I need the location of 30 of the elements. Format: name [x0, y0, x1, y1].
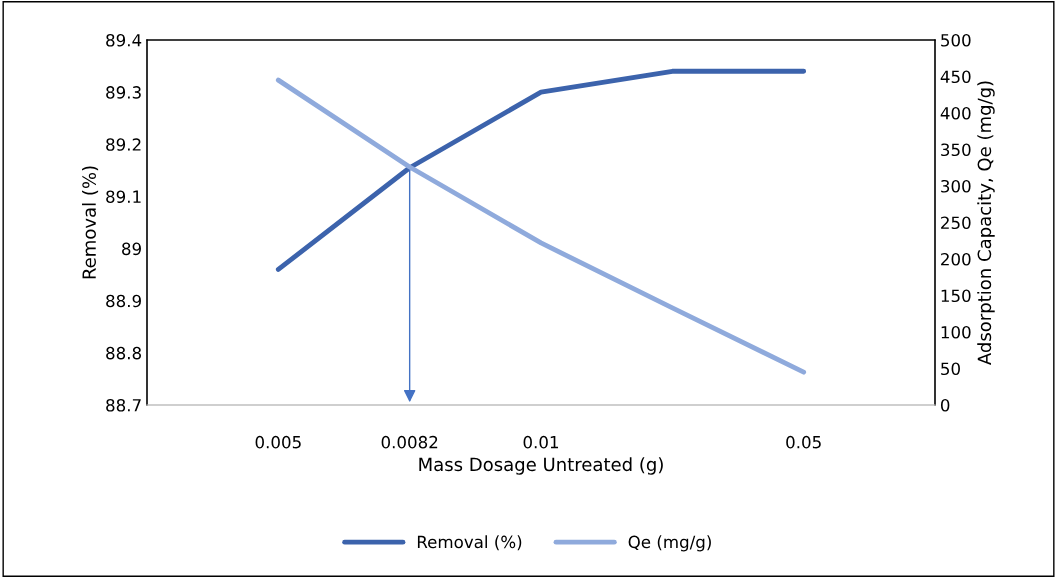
line-series — [275, 68, 807, 272]
y2-tick-label: 250 — [941, 216, 971, 230]
x-tick-label: 0.01 — [523, 435, 559, 449]
x-axis-title: Mass Dosage Untreated (g) — [419, 457, 663, 475]
y2-tick-label: 450 — [940, 70, 971, 84]
line-series — [275, 77, 807, 375]
y-tick-label: 88.9 — [106, 294, 141, 308]
y2-axis-title: Adsorption Capacity, Qe (mg/g) — [977, 81, 995, 365]
y2-tick-label: 200 — [941, 252, 971, 266]
y-tick-label: 88.8 — [106, 346, 141, 360]
y-tick-label: 89.3 — [106, 86, 141, 99]
y2-tick-label: 300 — [941, 179, 971, 193]
y2-tick-label: 0 — [940, 398, 950, 412]
y-tick-label: 89.2 — [106, 138, 141, 151]
x-tick-label: 0.05 — [786, 435, 821, 449]
y2-tick-label: 400 — [940, 106, 971, 120]
y-axis-title: Removal (%) — [82, 166, 99, 279]
y-tick-label: 88.7 — [106, 398, 141, 412]
legend-label: Qe (mg/g) — [628, 535, 711, 552]
y2-tick-label: 150 — [941, 289, 971, 303]
y2-tick-label: 100 — [941, 325, 971, 339]
y-tick-label: 89.1 — [106, 190, 141, 203]
x-tick-label: 0.005 — [255, 435, 301, 449]
y2-tick-label: 50 — [941, 362, 960, 376]
legend-label: Removal (%) — [417, 535, 522, 551]
y-tick-label: 89 — [122, 242, 141, 256]
x-tick-label: 0.0082 — [381, 435, 438, 449]
y2-tick-label: 500 — [941, 33, 971, 47]
y2-tick-label: 350 — [941, 143, 971, 157]
y-tick-label: 89.4 — [106, 33, 142, 47]
